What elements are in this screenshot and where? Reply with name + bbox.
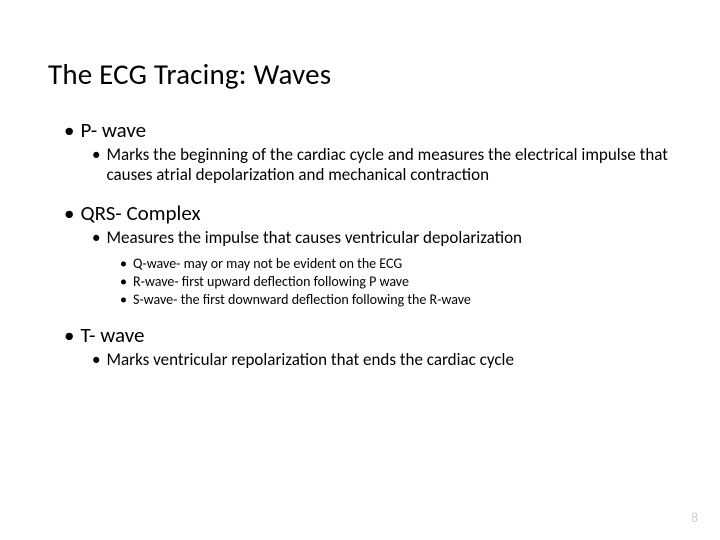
slide-title: The ECG Tracing: Waves [48, 56, 672, 92]
bullet-s-wave: • S-wave- the first downward deflection … [120, 291, 672, 308]
page-number: 8 [691, 511, 698, 526]
bullet-qrs-desc: • Measures the impulse that causes ventr… [92, 228, 672, 248]
bullet-dot: • [120, 291, 127, 308]
bullet-dot: • [64, 201, 74, 226]
bullet-dot: • [64, 118, 74, 143]
bullet-dot: • [120, 273, 127, 290]
bullet-text: T- wave [80, 323, 672, 348]
bullet-t-wave-desc: • Marks ventricular repolarization that … [92, 350, 672, 370]
bullet-p-wave: • P- wave [64, 118, 672, 143]
spacer [48, 309, 672, 319]
bullet-text: S-wave- the first downward deflection fo… [133, 291, 672, 308]
bullet-dot: • [92, 145, 100, 165]
bullet-dot: • [64, 323, 74, 348]
bullet-text: Measures the impulse that causes ventric… [106, 228, 672, 248]
bullet-dot: • [92, 228, 100, 248]
bullet-text: Marks the beginning of the cardiac cycle… [106, 145, 672, 185]
spacer [48, 187, 672, 197]
bullet-dot: • [120, 255, 127, 272]
bullet-dot: • [92, 350, 100, 370]
slide: The ECG Tracing: Waves • P- wave • Marks… [0, 0, 720, 540]
bullet-text: P- wave [80, 118, 672, 143]
bullet-r-wave: • R-wave- first upward deflection follow… [120, 273, 672, 290]
bullet-p-wave-desc: • Marks the beginning of the cardiac cyc… [92, 145, 672, 185]
bullet-text: Marks ventricular repolarization that en… [106, 350, 672, 370]
bullet-text: QRS- Complex [80, 201, 672, 226]
spacer [48, 250, 672, 254]
bullet-text: R-wave- first upward deflection followin… [133, 273, 672, 290]
bullet-text: Q-wave- may or may not be evident on the… [133, 255, 672, 272]
bullet-qrs: • QRS- Complex [64, 201, 672, 226]
bullet-t-wave: • T- wave [64, 323, 672, 348]
bullet-q-wave: • Q-wave- may or may not be evident on t… [120, 255, 672, 272]
